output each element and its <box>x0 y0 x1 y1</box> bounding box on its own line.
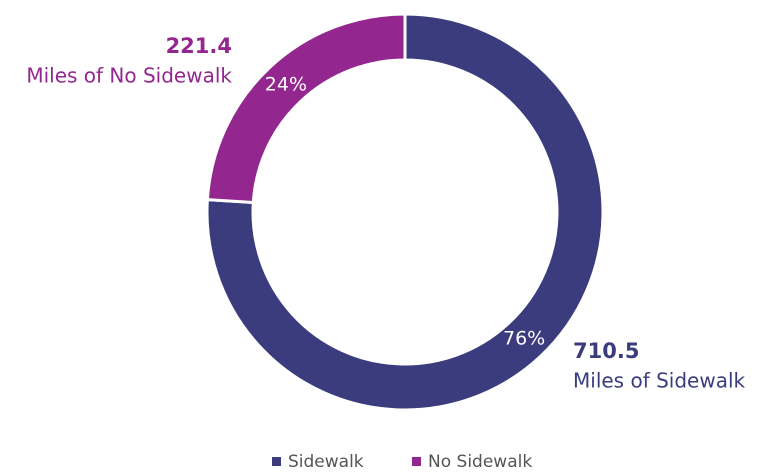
data-label: 76% <box>503 327 545 349</box>
annotation-text: Miles of No Sidewalk <box>26 64 232 88</box>
legend-label: No Sidewalk <box>428 452 532 472</box>
annotation-text: Miles of Sidewalk <box>573 369 746 393</box>
donut-segment <box>205 12 605 412</box>
legend-swatch <box>272 457 281 466</box>
annotation-amount: 710.5 <box>573 339 639 363</box>
donut-segment <box>205 12 407 205</box>
annotation-amount: 221.4 <box>166 34 232 58</box>
data-label: 24% <box>265 74 307 96</box>
legend-label: Sidewalk <box>288 452 364 472</box>
legend-swatch <box>412 457 421 466</box>
